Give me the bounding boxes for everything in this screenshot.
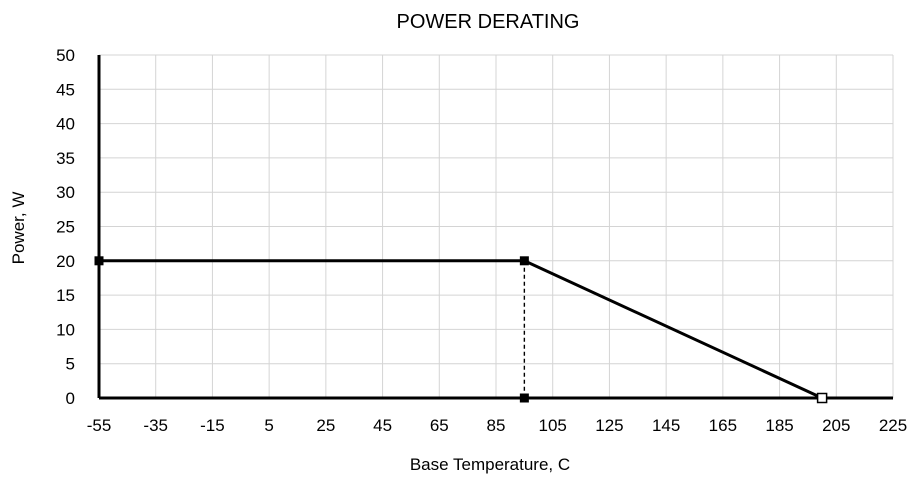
y-tick-label: 30: [56, 183, 75, 202]
x-tick-label: 5: [264, 416, 273, 435]
y-tick-label: 15: [56, 286, 75, 305]
y-tick-label: 5: [66, 355, 75, 374]
y-tick-label: 50: [56, 46, 75, 65]
y-tick-label: 40: [56, 115, 75, 134]
data-point-marker: [519, 393, 529, 403]
data-point-marker: [519, 256, 529, 266]
x-tick-labels: -55 -35 -15 5 25 45 65 85 105 125 145 165 185 205 225: [87, 416, 907, 435]
series: [94, 256, 828, 404]
x-tick-label: 65: [430, 416, 449, 435]
x-tick-label: 125: [595, 416, 623, 435]
y-tick-labels: 0 5 10 15 20 25 30 35 40 45 50: [56, 46, 75, 408]
x-tick-label: -15: [200, 416, 225, 435]
x-tick-label: 25: [316, 416, 335, 435]
y-tick-label: 20: [56, 252, 75, 271]
x-tick-label: -35: [143, 416, 168, 435]
x-tick-label: -55: [87, 416, 112, 435]
x-tick-label: 45: [373, 416, 392, 435]
y-tick-label: 35: [56, 149, 75, 168]
y-tick-label: 25: [56, 218, 75, 237]
data-point-marker: [94, 256, 104, 266]
y-tick-label: 10: [56, 320, 75, 339]
chart-title: POWER DERATING: [397, 11, 580, 33]
axes: [97, 55, 893, 400]
x-tick-label: 85: [487, 416, 506, 435]
x-axis-label: Base Temperature, C: [410, 455, 570, 474]
x-tick-label: 165: [709, 416, 737, 435]
grid: [98, 54, 894, 399]
x-tick-label: 205: [822, 416, 850, 435]
y-tick-label: 45: [56, 80, 75, 99]
x-tick-label: 225: [879, 416, 907, 435]
x-tick-label: 145: [652, 416, 680, 435]
y-axis-label: Power, W: [9, 192, 28, 265]
x-tick-label: 105: [539, 416, 567, 435]
y-tick-label: 0: [66, 389, 75, 408]
data-point-marker: [816, 392, 828, 404]
x-tick-label: 185: [765, 416, 793, 435]
